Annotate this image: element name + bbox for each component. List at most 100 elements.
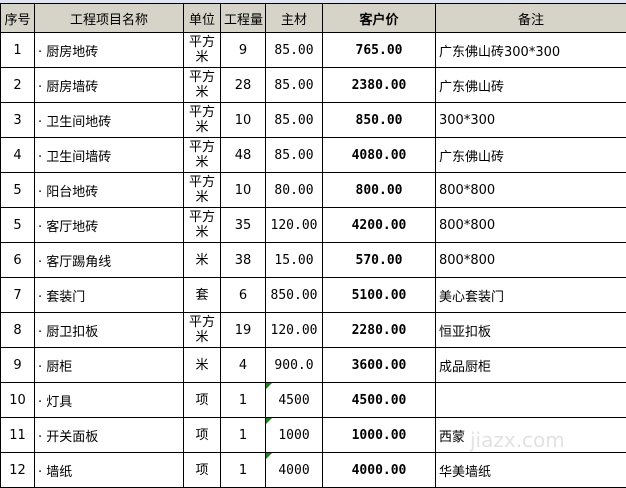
cell-qty[interactable]: 1 bbox=[221, 383, 266, 418]
cell-note[interactable] bbox=[436, 383, 626, 418]
cell-name[interactable]: · 卫生间地砖 bbox=[35, 103, 184, 138]
cell-name[interactable]: · 开关面板 bbox=[35, 418, 184, 453]
cell-no[interactable]: 12 bbox=[1, 453, 35, 488]
cell-price[interactable]: 2380.00 bbox=[323, 68, 436, 103]
header-no[interactable]: 序号 bbox=[1, 4, 35, 33]
cell-qty[interactable]: 28 bbox=[221, 68, 266, 103]
cell-unit-text: 项 bbox=[195, 393, 208, 408]
cell-no[interactable]: 11 bbox=[1, 418, 35, 453]
cell-note[interactable]: 广东佛山砖 bbox=[436, 138, 626, 173]
cell-unit[interactable]: 米 bbox=[184, 348, 221, 383]
cell-qty[interactable]: 1 bbox=[221, 418, 266, 453]
cell-note[interactable]: 广东佛山砖300*300 bbox=[436, 33, 626, 68]
cell-no[interactable]: 10 bbox=[1, 383, 35, 418]
cell-qty[interactable]: 19 bbox=[221, 313, 266, 348]
cell-material[interactable]: 850.00 bbox=[266, 278, 323, 313]
cell-name[interactable]: · 灯具 bbox=[35, 383, 184, 418]
cell-no[interactable]: 3 bbox=[1, 103, 35, 138]
cell-price[interactable]: 1000.00 bbox=[323, 418, 436, 453]
cell-qty[interactable]: 1 bbox=[221, 453, 266, 488]
cell-price[interactable]: 570.00 bbox=[323, 243, 436, 278]
cell-unit[interactable]: 平方米 bbox=[184, 138, 221, 173]
cell-price[interactable]: 4200.00 bbox=[323, 208, 436, 243]
cell-no[interactable]: 5 bbox=[1, 208, 35, 243]
cell-no[interactable]: 7 bbox=[1, 278, 35, 313]
cell-material[interactable]: 85.00 bbox=[266, 68, 323, 103]
cell-no[interactable]: 9 bbox=[1, 348, 35, 383]
cell-material[interactable]: 1000 bbox=[266, 418, 323, 453]
cell-name[interactable]: · 卫生间墙砖 bbox=[35, 138, 184, 173]
cell-material[interactable]: 85.00 bbox=[266, 33, 323, 68]
cell-material[interactable]: 4500 bbox=[266, 383, 323, 418]
cell-name[interactable]: · 套装门 bbox=[35, 278, 184, 313]
cell-name[interactable]: · 墙纸 bbox=[35, 453, 184, 488]
cell-no[interactable]: 6 bbox=[1, 243, 35, 278]
cell-unit[interactable]: 套 bbox=[184, 278, 221, 313]
cell-no[interactable]: 1 bbox=[1, 33, 35, 68]
cell-unit[interactable]: 项 bbox=[184, 383, 221, 418]
cell-qty[interactable]: 10 bbox=[221, 103, 266, 138]
cell-name[interactable]: · 客厅地砖 bbox=[35, 208, 184, 243]
cell-material[interactable]: 120.00 bbox=[266, 313, 323, 348]
cell-qty[interactable]: 9 bbox=[221, 33, 266, 68]
cell-name[interactable]: · 厨房墙砖 bbox=[35, 68, 184, 103]
cell-note[interactable]: 西蒙 bbox=[436, 418, 626, 453]
cell-price[interactable]: 4080.00 bbox=[323, 138, 436, 173]
cell-unit[interactable]: 平方米 bbox=[184, 208, 221, 243]
cell-unit[interactable]: 平方米 bbox=[184, 103, 221, 138]
cell-name[interactable]: · 厨卫扣板 bbox=[35, 313, 184, 348]
cell-material[interactable]: 80.00 bbox=[266, 173, 323, 208]
cell-unit[interactable]: 平方米 bbox=[184, 173, 221, 208]
cell-material[interactable]: 15.00 bbox=[266, 243, 323, 278]
cell-note[interactable]: 300*300 bbox=[436, 103, 626, 138]
cell-qty[interactable]: 4 bbox=[221, 348, 266, 383]
cell-price[interactable]: 4000.00 bbox=[323, 453, 436, 488]
cell-unit[interactable]: 米 bbox=[184, 243, 221, 278]
cell-no[interactable]: 8 bbox=[1, 313, 35, 348]
cell-note[interactable]: 800*800 bbox=[436, 173, 626, 208]
cell-unit[interactable]: 项 bbox=[184, 453, 221, 488]
cell-material[interactable]: 900.0 bbox=[266, 348, 323, 383]
cell-qty[interactable]: 48 bbox=[221, 138, 266, 173]
cell-qty[interactable]: 35 bbox=[221, 208, 266, 243]
cell-note[interactable]: 美心套装门 bbox=[436, 278, 626, 313]
cell-note[interactable]: 华美墙纸 bbox=[436, 453, 626, 488]
header-material[interactable]: 主材 bbox=[266, 4, 323, 33]
cell-price[interactable]: 850.00 bbox=[323, 103, 436, 138]
cell-note[interactable]: 成品厨柜 bbox=[436, 348, 626, 383]
cell-price[interactable]: 2280.00 bbox=[323, 313, 436, 348]
cell-name[interactable]: · 厨柜 bbox=[35, 348, 184, 383]
cell-unit[interactable]: 平方米 bbox=[184, 68, 221, 103]
cell-unit[interactable]: 平方米 bbox=[184, 313, 221, 348]
cell-price[interactable]: 765.00 bbox=[323, 33, 436, 68]
cell-price[interactable]: 800.00 bbox=[323, 173, 436, 208]
header-unit[interactable]: 单位 bbox=[184, 4, 221, 33]
cell-material[interactable]: 85.00 bbox=[266, 138, 323, 173]
cell-note[interactable]: 恒亚扣板 bbox=[436, 313, 626, 348]
cell-price[interactable]: 3600.00 bbox=[323, 348, 436, 383]
cell-name[interactable]: · 厨房地砖 bbox=[35, 33, 184, 68]
cell-price[interactable]: 4500.00 bbox=[323, 383, 436, 418]
header-qty[interactable]: 工程量 bbox=[221, 4, 266, 33]
cell-qty[interactable]: 6 bbox=[221, 278, 266, 313]
cell-qty[interactable]: 38 bbox=[221, 243, 266, 278]
cell-unit[interactable]: 平方米 bbox=[184, 33, 221, 68]
cell-material[interactable]: 4000 bbox=[266, 453, 323, 488]
cell-no[interactable]: 5 bbox=[1, 173, 35, 208]
cell-note[interactable]: 800*800 bbox=[436, 208, 626, 243]
cell-note[interactable]: 800*800 bbox=[436, 243, 626, 278]
cell-name[interactable]: · 客厅踢角线 bbox=[35, 243, 184, 278]
cell-material[interactable]: 85.00 bbox=[266, 103, 323, 138]
cell-material[interactable]: 120.00 bbox=[266, 208, 323, 243]
header-name[interactable]: 工程项目名称 bbox=[35, 4, 184, 33]
cell-name[interactable]: · 阳台地砖 bbox=[35, 173, 184, 208]
cell-no[interactable]: 2 bbox=[1, 68, 35, 103]
cell-no[interactable]: 4 bbox=[1, 138, 35, 173]
cell-price[interactable]: 5100.00 bbox=[323, 278, 436, 313]
header-price[interactable]: 客户价 bbox=[323, 4, 436, 33]
cell-note[interactable]: 广东佛山砖 bbox=[436, 68, 626, 103]
cell-unit[interactable]: 项 bbox=[184, 418, 221, 453]
header-note[interactable]: 备注 bbox=[436, 4, 626, 33]
cell-qty[interactable]: 10 bbox=[221, 173, 266, 208]
